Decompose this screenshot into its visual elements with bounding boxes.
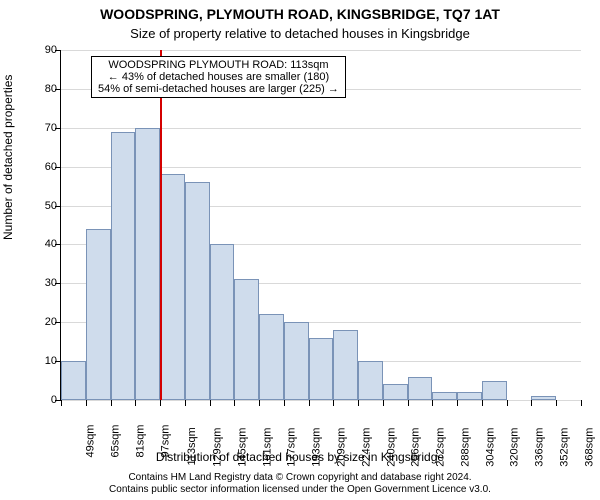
annotation-line-2: ← 43% of detached houses are smaller (18… <box>98 71 339 83</box>
y-tick-label: 90 <box>45 44 57 56</box>
histogram-bar <box>185 182 210 400</box>
x-tick-mark <box>160 400 161 406</box>
histogram-bar <box>86 229 111 400</box>
x-tick-mark <box>284 400 285 406</box>
reference-line <box>160 50 162 400</box>
chart-title: WOODSPRING, PLYMOUTH ROAD, KINGSBRIDGE, … <box>0 6 600 22</box>
footer-line-1: Contains HM Land Registry data © Crown c… <box>0 472 600 484</box>
x-tick-mark <box>309 400 310 406</box>
histogram-bar <box>284 322 309 400</box>
x-tick-label: 81sqm <box>134 425 146 458</box>
histogram-bar <box>457 392 482 400</box>
histogram-bar <box>482 381 507 400</box>
x-tick-label: 368sqm <box>583 428 595 467</box>
x-tick-label: 49sqm <box>85 425 97 458</box>
annotation-box: WOODSPRING PLYMOUTH ROAD: 113sqm← 43% of… <box>91 56 346 98</box>
histogram-bar <box>234 279 259 400</box>
x-tick-mark <box>185 400 186 406</box>
x-tick-label: 304sqm <box>484 428 496 467</box>
x-tick-label: 177sqm <box>286 428 298 467</box>
x-tick-label: 65sqm <box>110 425 122 458</box>
histogram-bar <box>309 338 334 400</box>
plot-area: 010203040506070809049sqm65sqm81sqm97sqm1… <box>60 50 581 401</box>
x-tick-label: 193sqm <box>311 428 323 467</box>
x-tick-label: 97sqm <box>159 425 171 458</box>
y-tick-label: 80 <box>45 83 57 95</box>
x-tick-mark <box>531 400 532 406</box>
y-tick-label: 10 <box>45 355 57 367</box>
x-tick-mark <box>111 400 112 406</box>
x-tick-mark <box>259 400 260 406</box>
gridline <box>61 50 581 51</box>
y-tick-label: 70 <box>45 122 57 134</box>
histogram-bar <box>333 330 358 400</box>
x-tick-mark <box>457 400 458 406</box>
x-tick-label: 209sqm <box>336 428 348 467</box>
x-tick-mark <box>135 400 136 406</box>
histogram-bar <box>61 361 86 400</box>
histogram-bar <box>358 361 383 400</box>
x-tick-mark <box>507 400 508 406</box>
x-tick-label: 320sqm <box>509 428 521 467</box>
histogram-bar <box>432 392 457 400</box>
y-tick-label: 30 <box>45 277 57 289</box>
x-tick-label: 256sqm <box>410 428 422 467</box>
histogram-bar <box>210 244 235 400</box>
histogram-bar <box>160 174 185 400</box>
y-tick-label: 0 <box>51 394 57 406</box>
y-axis-label: Number of detached properties <box>1 75 15 240</box>
histogram-bar <box>383 384 408 400</box>
x-tick-mark <box>358 400 359 406</box>
x-tick-mark <box>234 400 235 406</box>
x-tick-mark <box>383 400 384 406</box>
y-tick-label: 40 <box>45 238 57 250</box>
x-tick-mark <box>86 400 87 406</box>
annotation-line-1: WOODSPRING PLYMOUTH ROAD: 113sqm <box>98 59 339 71</box>
x-tick-mark <box>432 400 433 406</box>
x-tick-mark <box>61 400 62 406</box>
chart-footer: Contains HM Land Registry data © Crown c… <box>0 472 600 496</box>
x-tick-label: 288sqm <box>459 428 471 467</box>
footer-line-2: Contains public sector information licen… <box>0 484 600 496</box>
y-tick-label: 50 <box>45 200 57 212</box>
histogram-bar <box>259 314 284 400</box>
x-tick-label: 145sqm <box>237 428 249 467</box>
y-tick-label: 20 <box>45 316 57 328</box>
gridline <box>61 400 581 401</box>
x-tick-mark <box>333 400 334 406</box>
x-tick-mark <box>581 400 582 406</box>
x-tick-label: 336sqm <box>534 428 546 467</box>
x-tick-mark <box>482 400 483 406</box>
histogram-bar <box>531 396 556 400</box>
x-tick-mark <box>408 400 409 406</box>
chart-subtitle: Size of property relative to detached ho… <box>0 26 600 41</box>
chart-container: WOODSPRING, PLYMOUTH ROAD, KINGSBRIDGE, … <box>0 0 600 500</box>
x-tick-label: 161sqm <box>261 428 273 467</box>
histogram-bar <box>111 132 136 400</box>
histogram-bar <box>135 128 160 400</box>
histogram-bar <box>408 377 433 400</box>
x-tick-label: 352sqm <box>558 428 570 467</box>
x-tick-label: 129sqm <box>212 428 224 467</box>
annotation-line-3: 54% of semi-detached houses are larger (… <box>98 83 339 95</box>
x-tick-label: 113sqm <box>187 427 199 465</box>
x-tick-mark <box>556 400 557 406</box>
y-tick-label: 60 <box>45 161 57 173</box>
x-tick-label: 240sqm <box>385 428 397 467</box>
x-tick-label: 272sqm <box>435 428 447 467</box>
x-tick-mark <box>210 400 211 406</box>
x-tick-label: 224sqm <box>360 428 372 467</box>
